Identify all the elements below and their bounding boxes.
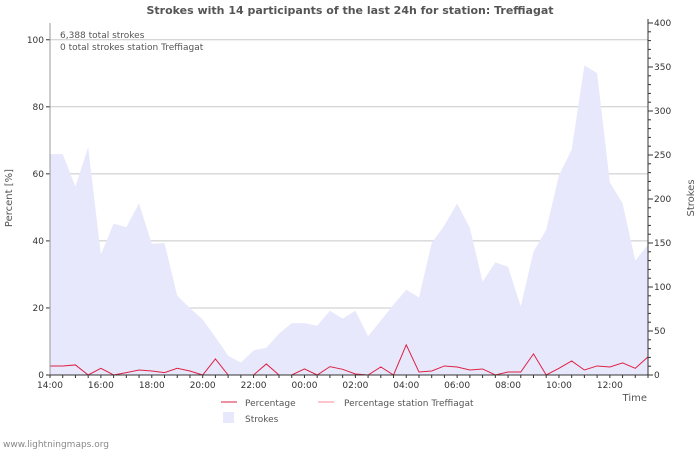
y-left-tick-label: 60 <box>33 170 45 180</box>
x-tick-label: 18:00 <box>139 381 165 391</box>
x-tick-label: 06:00 <box>444 381 470 391</box>
x-tick-label: 22:00 <box>241 381 267 391</box>
legend-label-station: Percentage station Treffiagat <box>344 399 474 409</box>
y-right-tick-label: 0 <box>654 371 660 381</box>
x-tick-label: 08:00 <box>495 381 521 391</box>
x-tick-label: 14:00 <box>37 381 63 391</box>
y-right-tick-label: 300 <box>654 107 671 117</box>
x-tick-label: 02:00 <box>342 381 368 391</box>
legend-label-strokes: Strokes <box>245 415 279 425</box>
y-right-tick-label: 400 <box>654 19 671 29</box>
y-left-tick-label: 0 <box>38 371 44 381</box>
legend: Percentage Percentage station Treffiagat… <box>221 399 474 425</box>
strokes-area <box>50 65 648 376</box>
y-left-tick-label: 40 <box>33 237 45 247</box>
x-axis-label: Time <box>622 393 647 404</box>
x-tick-label: 16:00 <box>88 381 114 391</box>
annotation-station: 0 total strokes station Treffiagat <box>60 43 204 53</box>
y-right-tick-label: 250 <box>654 151 671 161</box>
y-right-tick-label: 200 <box>654 195 671 205</box>
y-axis-right-label: Strokes <box>686 179 697 216</box>
y-right-tick-label: 350 <box>654 63 671 73</box>
annotation-total: 6,388 total strokes <box>60 31 145 41</box>
y-left-tick-label: 20 <box>33 304 45 314</box>
legend-label-percentage: Percentage <box>245 399 296 409</box>
x-tick-label: 20:00 <box>190 381 216 391</box>
x-tick-label: 10:00 <box>546 381 572 391</box>
y-right-tick-label: 150 <box>654 239 671 249</box>
footer-link[interactable]: www.lightningmaps.org <box>3 440 109 450</box>
percentage-line <box>50 343 649 376</box>
legend-swatch-strokes <box>223 412 234 423</box>
x-tick-label: 12:00 <box>597 381 623 391</box>
y-left-tick-label: 80 <box>33 103 45 113</box>
y-right-tick-label: 50 <box>654 327 666 337</box>
chart-title: Strokes with 14 participants of the last… <box>146 4 553 17</box>
y-axis-left-label: Percent [%] <box>4 169 15 227</box>
y-right-tick-label: 100 <box>654 283 671 293</box>
x-tick-label: 00:00 <box>291 381 317 391</box>
x-tick-label: 04:00 <box>393 381 419 391</box>
y-left-tick-label: 100 <box>27 36 44 46</box>
